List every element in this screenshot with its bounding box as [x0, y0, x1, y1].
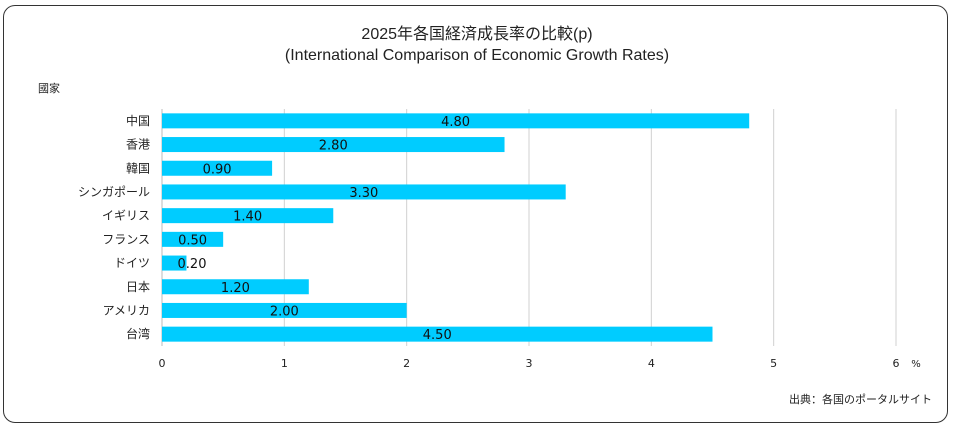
- chart-frame: [3, 5, 948, 423]
- x-axis-unit: %: [911, 359, 921, 370]
- data-label: 4.80: [441, 115, 470, 130]
- data-label: 0.90: [203, 162, 232, 177]
- x-tick-label: 1: [281, 357, 288, 370]
- x-tick-label: 3: [526, 357, 533, 370]
- bar: [162, 160, 273, 176]
- category-label: 香港: [126, 138, 150, 152]
- category-label: フランス: [102, 232, 150, 246]
- data-label: 4.50: [423, 328, 452, 343]
- source-note: 出典：各国のポータルサイト: [789, 393, 932, 406]
- bar: [162, 231, 224, 247]
- data-label: 2.00: [270, 304, 299, 319]
- data-label: 3.30: [349, 186, 378, 201]
- category-label: シンガポール: [78, 185, 150, 199]
- category-label: アメリカ: [103, 303, 150, 317]
- data-label: 1.20: [221, 281, 250, 296]
- category-label: イギリス: [102, 209, 150, 223]
- chart-title: 2025年各国経済成長率の比較(p): [361, 26, 593, 43]
- x-tick-label: 6: [893, 357, 900, 370]
- bar: [162, 113, 750, 129]
- chart-subtitle: (International Comparison of Economic Gr…: [284, 47, 670, 64]
- bar: [162, 302, 407, 318]
- x-tick-label: 2: [403, 357, 410, 370]
- bar: [162, 255, 187, 271]
- category-label: 中国: [126, 113, 150, 128]
- x-tick-label: 4: [648, 357, 655, 370]
- x-tick-label: 5: [770, 357, 777, 370]
- data-label: 0.50: [178, 233, 207, 248]
- bar: [162, 326, 713, 342]
- category-label: ドイツ: [114, 256, 150, 270]
- data-label: 1.40: [233, 210, 262, 225]
- bar: [162, 137, 505, 153]
- bar: [162, 208, 334, 224]
- category-label: 台湾: [126, 326, 150, 341]
- x-tick-label: 0: [159, 357, 166, 370]
- data-label: 0.20: [178, 257, 207, 272]
- category-label: 韓国: [126, 161, 150, 175]
- category-label: 日本: [126, 280, 150, 294]
- bar: [162, 184, 566, 200]
- y-axis-label: 國家: [38, 82, 60, 95]
- bar: [162, 279, 309, 295]
- data-label: 2.80: [319, 139, 348, 154]
